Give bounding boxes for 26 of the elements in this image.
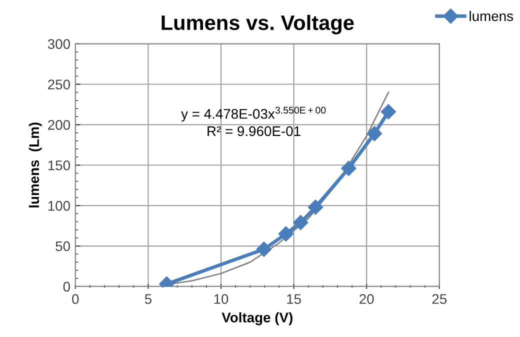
point	[341, 160, 356, 176]
y-tick-label: 50	[56, 241, 70, 252]
x-tick-label: 15	[287, 294, 301, 304]
point	[278, 226, 294, 242]
legend-label: lumens	[470, 10, 514, 22]
point	[366, 126, 382, 142]
y-tick-label: 250	[48, 80, 70, 90]
x-tick-label: 20	[360, 294, 374, 304]
y-tick-label: 150	[48, 160, 70, 170]
x-tick-label: 25	[432, 294, 447, 304]
chart-title: Lumens vs. Voltage	[162, 14, 354, 34]
y-axis-title: lumens (Lm)	[28, 122, 42, 208]
annotation: y = 4.478E-03x$^{3.550E+00}$	[181, 106, 326, 122]
y-tick-label: 200	[48, 120, 70, 130]
x-tick-label: 5	[144, 294, 152, 304]
x-tick-label: 10	[214, 294, 228, 304]
annotation: R² = 9.960E-01	[208, 126, 300, 136]
x-tick-label: 0	[72, 294, 79, 304]
y-tick-label: 300	[48, 39, 70, 49]
point	[256, 242, 272, 257]
point	[308, 200, 324, 215]
y-tick-label: 100	[48, 200, 70, 211]
y-tick-label: 0	[63, 282, 70, 292]
point	[293, 214, 308, 230]
point	[380, 104, 396, 120]
x-axis-title: Voltage (V)	[222, 312, 292, 326]
